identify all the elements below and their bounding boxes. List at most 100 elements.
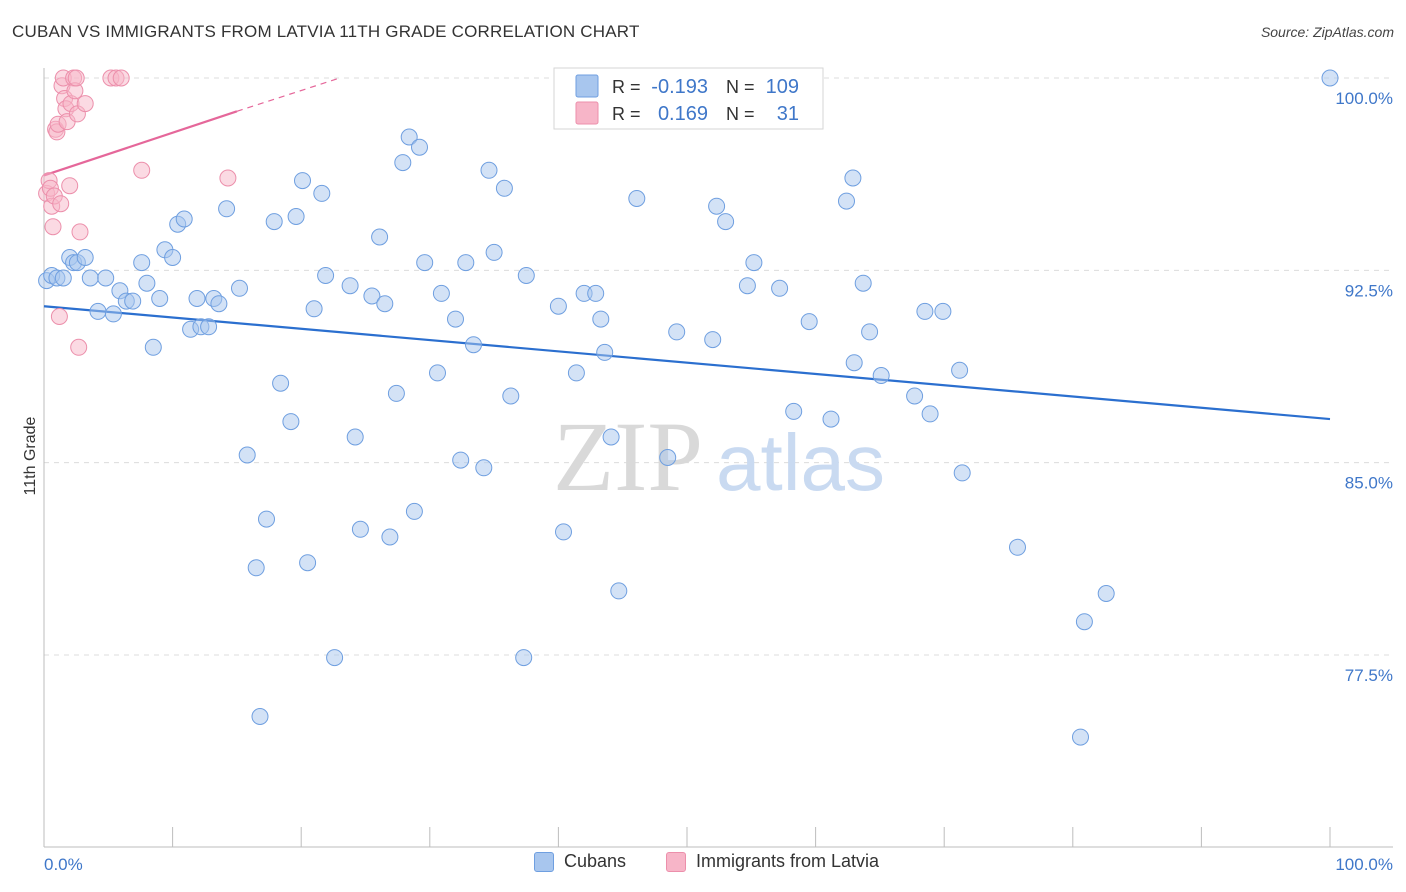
cubans-point	[838, 192, 855, 210]
latvia-trend-extension	[236, 77, 340, 112]
cubans-point	[845, 354, 863, 372]
cubans-point	[89, 302, 107, 320]
cubans-point	[592, 310, 610, 328]
legend-bottom-latvia[interactable]: Immigrants from Latvia	[666, 851, 879, 872]
cubans-point	[668, 323, 686, 341]
cubans-point	[822, 410, 840, 428]
cubans-point	[317, 267, 335, 284]
cubans-point	[480, 161, 498, 179]
cubans-point	[517, 267, 535, 284]
cubans-point	[138, 274, 156, 292]
cubans-point	[457, 254, 475, 272]
cubans-point	[258, 510, 275, 528]
legend-bottom-latvia-swatch	[666, 851, 686, 872]
cubans-point	[54, 269, 72, 287]
cubans-point	[144, 338, 162, 356]
cubans-point	[717, 213, 735, 231]
cubans-point	[587, 284, 605, 302]
cubans-point	[1075, 613, 1093, 631]
cubans-point	[326, 649, 344, 667]
y-tick-label: 100.0%	[1335, 89, 1393, 108]
legend-latvia-n-label: N =	[726, 104, 755, 124]
cubans-point	[405, 502, 423, 520]
cubans-point	[231, 279, 248, 297]
cubans-point	[346, 428, 364, 446]
latvia-point	[44, 218, 62, 236]
cubans-point	[567, 364, 585, 382]
latvia-point	[52, 195, 70, 213]
cubans-point	[771, 279, 789, 297]
cubans-point	[628, 190, 646, 207]
cubans-point	[294, 172, 311, 190]
legend-bottom-cubans[interactable]: Cubans	[534, 851, 626, 872]
y-axis-title: 11th Grade	[22, 416, 39, 495]
points-layer	[38, 69, 1339, 746]
cubans-point	[341, 277, 359, 295]
cubans-point	[495, 179, 513, 197]
trend-layer	[43, 77, 1331, 421]
cubans-point	[188, 290, 206, 307]
legend-latvia-r-value: 0.169	[658, 103, 708, 125]
watermark-atlas: atlas	[716, 418, 885, 507]
cubans-point	[452, 451, 470, 469]
cubans-point	[447, 310, 464, 328]
legend-cubans-r-label: R =	[612, 77, 641, 97]
cubans-point	[934, 302, 952, 320]
legend-bottom-latvia-label: Immigrants from Latvia	[696, 851, 880, 871]
legend-bottom: Cubans Immigrants from Latvia	[0, 851, 1406, 881]
cubans-point	[164, 249, 182, 266]
cubans-point	[287, 208, 305, 225]
y-tick-label: 92.5%	[1345, 281, 1393, 300]
cubans-point	[738, 277, 756, 295]
cubans-point	[555, 523, 572, 541]
latvia-point	[219, 169, 237, 187]
cubans-point	[861, 323, 879, 341]
cubans-point	[376, 295, 394, 313]
cubans-point	[800, 313, 818, 331]
legend-cubans-swatch	[575, 74, 599, 98]
cubans-point	[1321, 69, 1339, 87]
cubans-point	[745, 254, 763, 272]
cubans-point	[265, 213, 283, 231]
cubans-point	[305, 300, 323, 318]
cubans-point	[485, 243, 503, 261]
cubans-point	[411, 138, 428, 156]
cubans-point	[549, 297, 567, 315]
cubans-point	[381, 528, 399, 546]
cubans-point	[475, 459, 493, 477]
cubans-point	[844, 169, 862, 187]
source-label: Source: ZipAtlas.com	[1260, 24, 1394, 40]
cubans-point	[465, 336, 482, 354]
latvia-point	[71, 223, 89, 241]
cubans-point	[210, 295, 228, 313]
cubans-trend-line	[43, 305, 1331, 421]
legend-latvia-n-value: 31	[777, 103, 799, 125]
cubans-point	[282, 413, 300, 431]
cubans-point	[906, 387, 924, 405]
cubans-point	[151, 290, 169, 307]
cubans-point	[247, 559, 265, 577]
cubans-point	[313, 184, 331, 202]
cubans-point	[1009, 538, 1026, 556]
cubans-point	[785, 402, 803, 420]
cubans-point	[394, 154, 412, 172]
cubans-point	[371, 228, 389, 246]
latvia-point	[50, 308, 68, 325]
cubans-point	[351, 520, 369, 538]
legend-top: R = -0.193 N = 109 R = 0.169 N = 31	[553, 67, 824, 130]
cubans-point	[76, 249, 94, 266]
cubans-point	[238, 446, 256, 464]
cubans-point	[97, 269, 115, 287]
watermark-zip: ZIP	[553, 401, 703, 512]
legend-latvia-r-label: R =	[612, 104, 641, 124]
cubans-point	[251, 708, 269, 725]
x-tick-label-min: 0.0%	[44, 855, 83, 874]
cubans-point	[175, 210, 193, 228]
legend-cubans-n-label: N =	[726, 77, 755, 97]
cubans-point	[429, 364, 446, 382]
cubans-point	[299, 554, 317, 572]
latvia-trend-line	[43, 110, 238, 177]
latvia-point	[61, 177, 79, 195]
cubans-point	[610, 582, 628, 600]
